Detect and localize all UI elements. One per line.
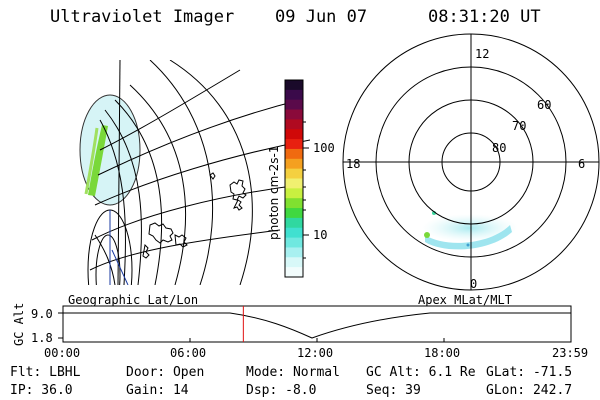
- colorbar-frame: [284, 79, 304, 278]
- timeline-axis-title: GC Alt: [12, 302, 26, 346]
- colorbar-swatch: [285, 188, 303, 199]
- timeline-xtick-1800: 18:00: [424, 346, 461, 360]
- colorbar-swatch: [285, 99, 303, 111]
- colorbar-swatch: [285, 119, 303, 130]
- info-flt: Flt: LBHL: [10, 365, 81, 380]
- colorbar-swatch: [285, 178, 303, 189]
- colorbar-swatch: [285, 208, 303, 219]
- info-door: Door: Open: [126, 365, 205, 380]
- colorbar-swatch: [285, 267, 303, 278]
- colorbar-label: photon cm-2s-1: [267, 145, 281, 241]
- timeline-ytick-1.8: 1.8: [31, 331, 53, 345]
- info-glat: GLat: -71.5: [486, 365, 573, 380]
- lat-label-60: 60: [537, 98, 552, 112]
- auroral-oval-polar: [425, 225, 512, 250]
- colorbar-tick-100: 100: [313, 141, 335, 155]
- info-gain: Gain: 14: [126, 383, 189, 398]
- timeline-xtick-2359: 23:59: [552, 346, 589, 360]
- info-seq: Seq: 39: [366, 383, 421, 398]
- mlt-label-6: 6: [578, 157, 586, 171]
- timeline-xtick-0600: 06:00: [170, 346, 207, 360]
- colorbar-swatch: [285, 257, 303, 268]
- geographic-map: [79, 60, 310, 285]
- info-ip: IP: 36.0: [10, 383, 73, 398]
- colorbar-swatch: [285, 139, 303, 150]
- timeline-xtick-0000: 00:00: [44, 346, 81, 360]
- date-label: 09 Jun 07: [275, 7, 368, 27]
- polar-plot: [342, 33, 600, 291]
- lat-label-80: 80: [492, 141, 507, 155]
- colorbar-swatch: [285, 247, 303, 258]
- mlt-label-0: 0: [470, 277, 478, 291]
- instrument-title: Ultraviolet Imager: [50, 7, 235, 27]
- colorbar-swatch: [285, 148, 303, 160]
- colorbar-swatch: [285, 198, 303, 209]
- geo-panel-label: Geographic Lat/Lon: [68, 293, 199, 307]
- info-glon: GLon: 242.7: [486, 383, 573, 398]
- altitude-timeline: [58, 305, 572, 343]
- colorbar-tick-10: 10: [313, 228, 328, 242]
- colorbar-swatch: [285, 217, 303, 229]
- colorbar-swatch: [285, 158, 303, 170]
- info-gc-alt: GC Alt: 6.1 Re: [366, 365, 476, 380]
- info-dsp: Dsp: -8.0: [246, 383, 317, 398]
- mlt-label-12: 12: [475, 47, 490, 61]
- timeline-ytick-9: 9.0: [31, 307, 53, 321]
- time-label: 08:31:20 UT: [428, 7, 541, 27]
- timeline-xtick-1200: 12:00: [297, 346, 334, 360]
- colorbar-swatch: [285, 109, 303, 120]
- colorbar-swatch: [285, 168, 303, 179]
- colorbar-swatch: [285, 89, 303, 101]
- polar-panel-label: Apex MLat/MLT: [418, 293, 512, 307]
- auroral-emission-geo: [88, 125, 108, 196]
- colorbar: [284, 79, 304, 278]
- colorbar-swatch: [285, 237, 303, 248]
- info-mode: Mode: Normal: [246, 365, 340, 380]
- colorbar-swatch: [285, 80, 303, 91]
- mlt-label-18: 18: [346, 157, 361, 171]
- colorbar-swatch: [285, 227, 303, 239]
- lat-label-70: 70: [512, 119, 527, 133]
- colorbar-ticks: [303, 121, 309, 259]
- colorbar-swatch: [285, 129, 303, 140]
